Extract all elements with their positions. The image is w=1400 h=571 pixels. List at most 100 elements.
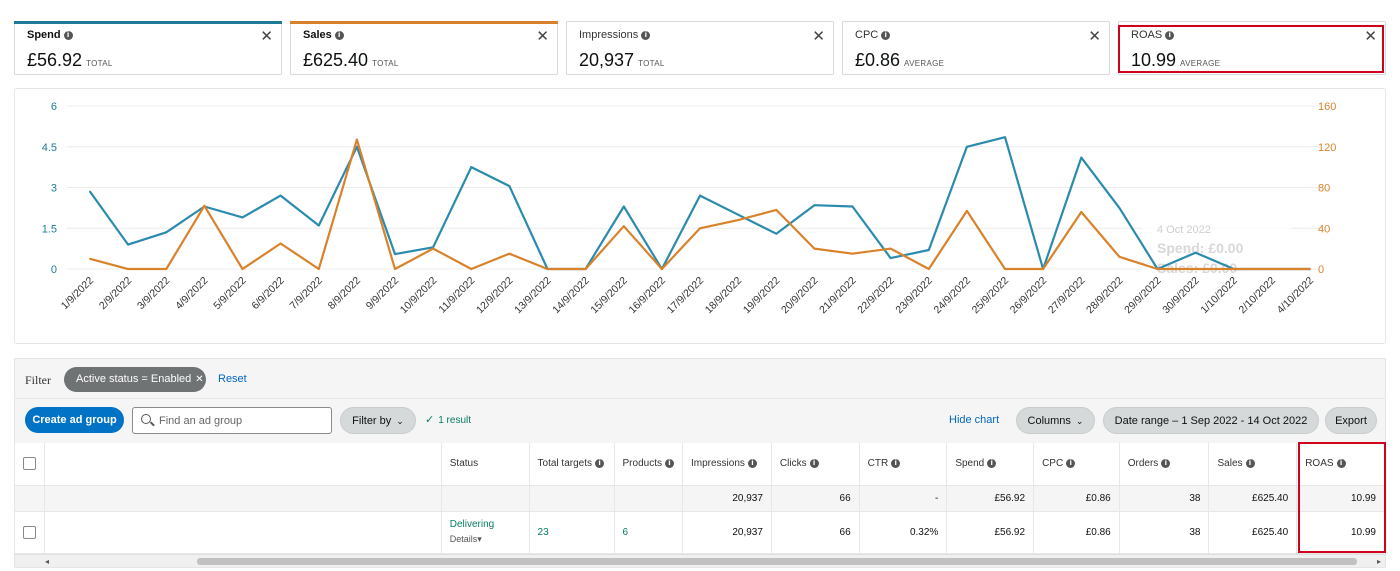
info-icon[interactable]: i bbox=[641, 30, 651, 40]
data-point-spend bbox=[1004, 136, 1006, 139]
info-icon[interactable]: i bbox=[747, 459, 757, 469]
horizontal-scrollbar[interactable]: ◂ ▸ bbox=[15, 554, 1385, 567]
column-header-impressions[interactable]: Impressions i bbox=[682, 443, 772, 486]
data-point-sales bbox=[432, 247, 435, 250]
scroll-left-icon[interactable]: ◂ bbox=[45, 557, 50, 566]
filter-chip-label: Active status = Enabled bbox=[76, 373, 192, 385]
info-icon[interactable]: i bbox=[1245, 459, 1255, 469]
right-axis-tick-label: 120 bbox=[1318, 142, 1336, 154]
x-axis-tick-label: 11/9/2022 bbox=[436, 275, 477, 316]
row-name-cell bbox=[44, 511, 442, 554]
close-icon[interactable]: ✕ bbox=[260, 27, 273, 45]
totals-cell: £625.40 bbox=[1208, 485, 1298, 512]
column-header-clicks[interactable]: Clicks i bbox=[771, 443, 860, 486]
close-icon[interactable]: ✕ bbox=[812, 27, 825, 45]
x-axis-tick-label: 24/9/2022 bbox=[931, 275, 973, 317]
info-icon[interactable]: i bbox=[63, 30, 73, 40]
x-axis-tick-label: 13/9/2022 bbox=[512, 275, 554, 317]
column-header-sales[interactable]: Sales i bbox=[1208, 443, 1298, 486]
details-toggle[interactable]: Details▾ bbox=[450, 534, 521, 545]
date-range-button[interactable]: Date range – 1 Sep 2022 - 14 Oct 2022 bbox=[1103, 407, 1319, 434]
column-header-spend[interactable]: Spend i bbox=[946, 443, 1035, 486]
column-header-roas[interactable]: ROAS i bbox=[1296, 443, 1385, 486]
data-point-sales bbox=[813, 247, 816, 250]
close-icon[interactable]: ✕ bbox=[1364, 27, 1377, 45]
metric-card-sales[interactable]: Sales i ✕ £625.40 TOTAL bbox=[290, 21, 558, 75]
data-point-sales bbox=[1232, 268, 1235, 270]
products-cell: 6 bbox=[614, 511, 683, 554]
filter-by-button[interactable]: Filter by ⌄ bbox=[340, 407, 416, 434]
create-ad-group-button[interactable]: Create ad group bbox=[25, 407, 124, 433]
data-point-sales bbox=[546, 268, 549, 270]
metric-value-text: 10.99 bbox=[1131, 50, 1177, 70]
details-label: Details bbox=[449, 534, 478, 544]
table-header-row: Status Total targets i Products i Impressions… bbox=[15, 443, 1385, 486]
row-checkbox-cell bbox=[15, 511, 45, 554]
metric-value: £56.92 TOTAL bbox=[27, 50, 113, 71]
row-checkbox[interactable] bbox=[23, 525, 36, 539]
close-icon[interactable]: ✕ bbox=[1088, 27, 1101, 45]
column-header-status[interactable]: Status bbox=[441, 443, 530, 486]
info-icon[interactable]: i bbox=[664, 459, 674, 469]
targets-link[interactable]: 23 bbox=[537, 526, 549, 538]
metric-value-text: 20,937 bbox=[579, 50, 635, 70]
info-icon[interactable]: i bbox=[1165, 30, 1175, 40]
close-icon[interactable]: ✕ bbox=[536, 27, 549, 45]
products-link[interactable]: 6 bbox=[622, 526, 629, 538]
info-icon[interactable]: i bbox=[881, 30, 891, 40]
info-icon[interactable]: i bbox=[891, 459, 901, 469]
scrollbar-thumb[interactable] bbox=[197, 558, 1357, 565]
data-point-sales bbox=[775, 209, 778, 211]
roas-card-highlight bbox=[1118, 25, 1384, 73]
chevron-down-icon: ⌄ bbox=[1075, 417, 1084, 427]
active-status-filter-chip[interactable]: Active status = Enabled ✕ bbox=[64, 367, 206, 392]
column-header-cpc[interactable]: CPC i bbox=[1033, 443, 1120, 486]
x-axis-tick-label: 26/9/2022 bbox=[1008, 275, 1050, 317]
table-cell: 0.32% bbox=[859, 511, 948, 554]
info-icon[interactable]: i bbox=[1161, 459, 1171, 469]
info-icon[interactable]: i bbox=[987, 459, 997, 469]
info-icon[interactable]: i bbox=[595, 459, 605, 469]
column-header-products[interactable]: Products i bbox=[614, 443, 683, 486]
data-point-sales bbox=[1080, 211, 1083, 213]
search-input[interactable] bbox=[159, 412, 324, 430]
data-point-sales bbox=[89, 257, 91, 260]
hide-chart-link[interactable]: Hide chart bbox=[949, 414, 1000, 426]
info-icon[interactable]: i bbox=[334, 30, 344, 40]
table-toolbar: Create ad group Filter by ⌄ ✓1 result Hid… bbox=[15, 399, 1385, 443]
select-all-checkbox[interactable] bbox=[23, 457, 36, 471]
column-header-label: Orders bbox=[1127, 458, 1159, 470]
metric-card-spend[interactable]: Spend i ✕ £56.92 TOTAL bbox=[14, 21, 282, 75]
x-axis-tick-label: 23/9/2022 bbox=[893, 275, 935, 317]
scroll-right-icon[interactable]: ▸ bbox=[1376, 557, 1381, 566]
metric-unit: TOTAL bbox=[86, 59, 113, 68]
info-icon[interactable]: i bbox=[809, 459, 819, 469]
column-header-total-targets[interactable]: Total targets i bbox=[529, 443, 615, 486]
data-point-spend bbox=[775, 232, 778, 235]
column-header-label: Total targets bbox=[537, 458, 593, 470]
reset-link[interactable]: Reset bbox=[218, 373, 247, 385]
export-button[interactable]: Export bbox=[1325, 407, 1377, 434]
info-icon[interactable]: i bbox=[1066, 459, 1076, 469]
status-text: Delivering bbox=[449, 519, 495, 530]
data-point-sales bbox=[660, 268, 663, 270]
column-header-ctr[interactable]: CTR i bbox=[859, 443, 948, 486]
totals-cell: 20,937 bbox=[682, 485, 772, 512]
metric-label-text: Spend bbox=[27, 29, 61, 41]
column-header-orders[interactable]: Orders i bbox=[1119, 443, 1210, 486]
data-point-sales bbox=[699, 227, 701, 230]
data-point-sales bbox=[241, 268, 244, 270]
metric-card-cpc[interactable]: CPC i ✕ £0.86 AVERAGE bbox=[842, 21, 1110, 75]
metric-card-roas[interactable]: ROAS i ✕ 10.99 AVERAGE bbox=[1118, 21, 1386, 75]
data-point-spend bbox=[737, 213, 740, 216]
metric-card-impressions[interactable]: Impressions i ✕ 20,937 TOTAL bbox=[566, 21, 834, 75]
info-icon[interactable]: i bbox=[1336, 459, 1346, 469]
table-cell: £56.92 bbox=[946, 511, 1035, 554]
remove-filter-icon[interactable]: ✕ bbox=[195, 374, 204, 385]
find-ad-group-search[interactable] bbox=[132, 407, 332, 434]
data-point-sales bbox=[965, 210, 968, 212]
data-point-sales bbox=[394, 268, 396, 270]
columns-button[interactable]: Columns ⌄ bbox=[1016, 407, 1095, 434]
column-header-label: Status bbox=[449, 458, 479, 470]
x-axis-tick-label: 10/9/2022 bbox=[398, 275, 440, 317]
